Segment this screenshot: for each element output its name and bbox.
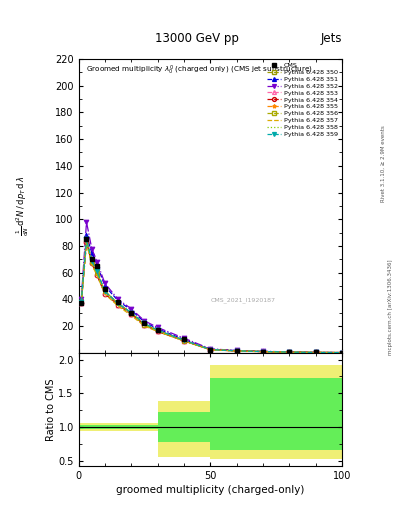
Text: Jets: Jets (320, 32, 342, 45)
Text: Rivet 3.1.10, ≥ 2.9M events: Rivet 3.1.10, ≥ 2.9M events (381, 125, 386, 202)
Y-axis label: Ratio to CMS: Ratio to CMS (46, 378, 55, 441)
Text: CMS_2021_I1920187: CMS_2021_I1920187 (210, 297, 275, 303)
Y-axis label: $\frac{1}{\mathrm{d}N}\,\mathrm{d}^2N\,/\,\mathrm{d}p_T\,\mathrm{d}\,\lambda$: $\frac{1}{\mathrm{d}N}\,\mathrm{d}^2N\,/… (15, 176, 31, 236)
X-axis label: groomed multiplicity (charged-only): groomed multiplicity (charged-only) (116, 485, 305, 495)
Text: 13000 GeV pp: 13000 GeV pp (154, 32, 239, 45)
Text: mcplots.cern.ch [arXiv:1306.3436]: mcplots.cern.ch [arXiv:1306.3436] (388, 260, 393, 355)
Legend: CMS, Pythia 6.428 350, Pythia 6.428 351, Pythia 6.428 352, Pythia 6.428 353, Pyt: CMS, Pythia 6.428 350, Pythia 6.428 351,… (265, 60, 341, 139)
Text: Groomed multiplicity $\lambda_0^0$ (charged only) (CMS jet substructure): Groomed multiplicity $\lambda_0^0$ (char… (86, 63, 314, 77)
